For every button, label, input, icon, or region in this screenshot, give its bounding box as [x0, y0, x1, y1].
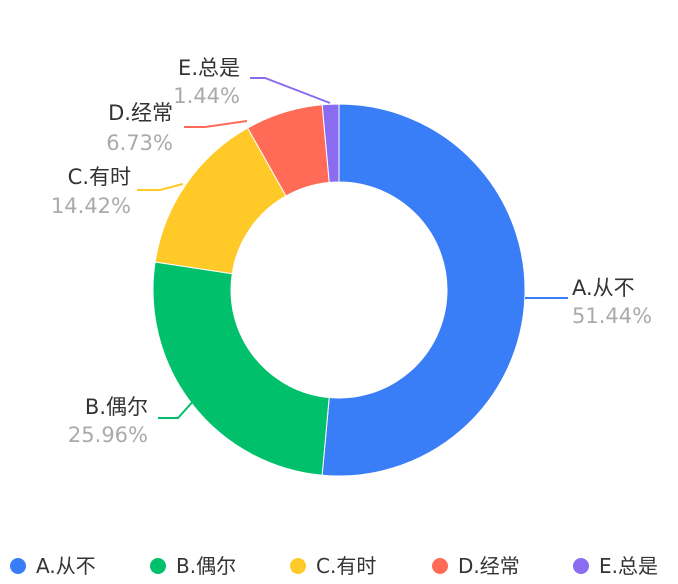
- slice-label-percent-d: 6.73%: [106, 131, 173, 155]
- slice-labels-layer: A.从不 51.44% B.偶尔 25.96% C.有时 14.42% D.经常 6.73% E…: [51, 56, 652, 447]
- legend-item-e[interactable]: E.总是: [573, 554, 658, 578]
- donut-slice-a[interactable]: [321, 103, 526, 477]
- slice-label-percent-b: 25.96%: [68, 423, 148, 447]
- legend-label-b: B.偶尔: [176, 554, 236, 578]
- legend-marker-d: [432, 558, 448, 574]
- leader-line-e: [250, 77, 331, 104]
- legend: A.从不 B.偶尔 C.有时 D.经常 E.总是: [10, 554, 658, 578]
- legend-marker-a: [10, 558, 26, 574]
- legend-label-a: A.从不: [36, 554, 96, 578]
- slice-label-name-e: E.总是: [178, 56, 240, 80]
- donut-slice-e[interactable]: [321, 103, 340, 183]
- legend-item-c[interactable]: C.有时: [290, 554, 376, 578]
- leader-lines-layer: [137, 77, 568, 419]
- slices-layer: [152, 103, 526, 477]
- legend-label-e: E.总是: [599, 554, 658, 578]
- legend-marker-b: [150, 558, 166, 574]
- leader-line-d: [184, 120, 248, 128]
- slice-label-percent-e: 1.44%: [173, 84, 240, 108]
- donut-slice-b[interactable]: [152, 261, 330, 476]
- slice-label-name-d: D.经常: [108, 101, 173, 125]
- leader-line-b: [158, 397, 197, 419]
- legend-label-c: C.有时: [316, 554, 376, 578]
- legend-label-d: D.经常: [458, 554, 520, 578]
- leader-line-c: [137, 183, 184, 191]
- slice-label-name-c: C.有时: [68, 165, 131, 189]
- legend-marker-c: [290, 558, 306, 574]
- legend-item-d[interactable]: D.经常: [432, 554, 520, 578]
- legend-item-a[interactable]: A.从不: [10, 554, 96, 578]
- slice-label-name-b: B.偶尔: [85, 395, 148, 419]
- legend-item-b[interactable]: B.偶尔: [150, 554, 236, 578]
- slice-label-name-a: A.从不: [572, 276, 635, 300]
- slice-label-percent-a: 51.44%: [572, 304, 652, 328]
- legend-marker-e: [573, 558, 589, 574]
- slice-label-percent-c: 14.42%: [51, 194, 131, 218]
